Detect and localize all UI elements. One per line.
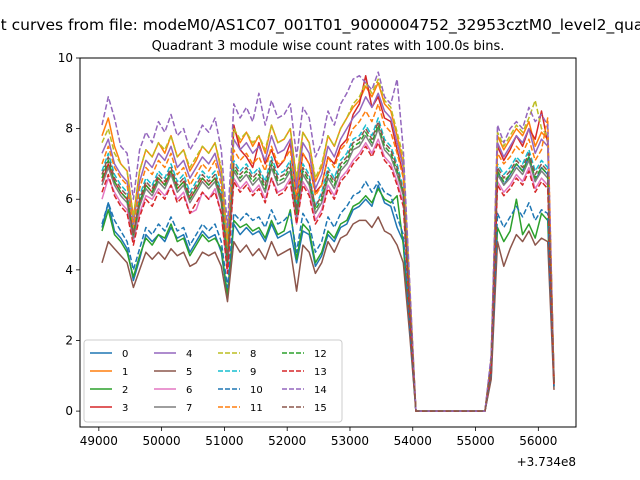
figure-suptitle: Light curves from file: modeM0/AS1C07_00… <box>0 16 640 38</box>
x-tick-label: 49000 <box>80 434 118 448</box>
legend-label-14: 14 <box>314 385 327 396</box>
y-tick-label: 0 <box>65 404 73 418</box>
legend-label-13: 13 <box>314 367 327 378</box>
legend-label-3: 3 <box>122 403 128 414</box>
x-tick-label: 52000 <box>268 434 306 448</box>
series-line-12 <box>101 124 555 412</box>
y-axis: 0 2 4 6 8 10 <box>58 51 80 418</box>
x-axis: 49000 50000 51000 52000 53000 54000 55000 56000 <box>80 427 557 448</box>
legend-label-10: 10 <box>250 385 263 396</box>
x-tick-label: 56000 <box>519 434 557 448</box>
legend-label-15: 15 <box>314 403 327 414</box>
y-tick-label: 8 <box>65 122 73 136</box>
legend-label-7: 7 <box>186 403 192 414</box>
x-tick-label: 51000 <box>205 434 243 448</box>
y-tick-label: 10 <box>58 51 73 65</box>
legend-label-1: 1 <box>122 367 128 378</box>
x-offset-label: +3.734e8 <box>517 455 576 469</box>
legend-label-4: 4 <box>186 349 192 360</box>
legend-label-6: 6 <box>186 385 192 396</box>
y-tick-label: 4 <box>65 263 73 277</box>
x-tick-label: 50000 <box>143 434 181 448</box>
legend-label-2: 2 <box>122 385 128 396</box>
series-lines <box>101 71 555 412</box>
legend-box <box>83 339 343 423</box>
legend-label-12: 12 <box>314 349 327 360</box>
chart-title: Quadrant 3 module wise count rates with … <box>152 39 505 54</box>
legend-label-5: 5 <box>186 367 192 378</box>
legend-label-9: 9 <box>250 367 256 378</box>
suptitle-text: Light curves from file: modeM0/AS1C07_00… <box>0 16 640 34</box>
series-line-14 <box>101 71 555 412</box>
legend-label-0: 0 <box>122 349 128 360</box>
legend-label-8: 8 <box>250 349 256 360</box>
x-tick-label: 54000 <box>394 434 432 448</box>
y-tick-label: 2 <box>65 333 73 347</box>
x-tick-label: 55000 <box>456 434 494 448</box>
y-tick-label: 6 <box>65 192 73 206</box>
series-line-15 <box>101 120 555 412</box>
axes-frame <box>79 57 577 428</box>
legend-label-11: 11 <box>250 403 263 414</box>
x-tick-label: 53000 <box>331 434 369 448</box>
